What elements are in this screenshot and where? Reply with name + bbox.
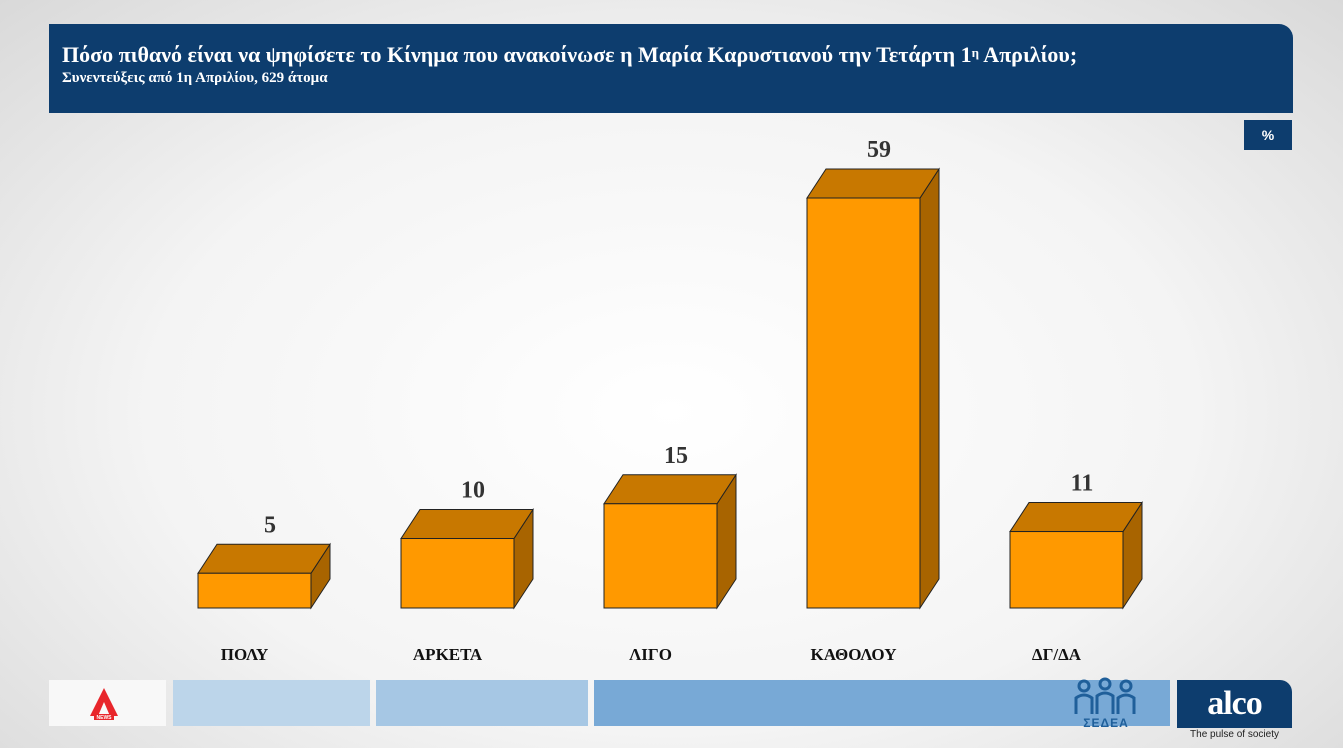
bar-0 [197, 572, 312, 609]
bar-3 [806, 197, 921, 609]
bar-top-3 [806, 168, 940, 199]
alco-tagline: The pulse of society [1190, 729, 1279, 740]
bar-2 [603, 503, 718, 609]
data-label-0: 5 [264, 512, 276, 538]
data-label-1: 10 [461, 478, 485, 504]
category-label-1: ΑΡΚΕΤΑ [413, 645, 483, 664]
bar-top-2 [603, 474, 737, 505]
bar-top-1 [400, 509, 534, 540]
category-label-3: ΚΑΘΟΛΟΥ [811, 645, 897, 664]
alpha-news-logo-icon: NEWS [90, 688, 118, 721]
footer-strip-2 [376, 680, 588, 726]
bar-top-0 [197, 543, 331, 574]
alco-logo: alco [1177, 680, 1292, 728]
bar-4 [1009, 531, 1124, 609]
data-label-4: 11 [1071, 471, 1094, 497]
category-label-2: ΛΙΓΟ [629, 645, 672, 664]
data-label-3: 59 [867, 137, 891, 163]
chart-subtitle: Συνεντεύξεις από 1η Απριλίου, 629 άτομα [62, 70, 328, 86]
data-label-2: 15 [664, 443, 688, 469]
bar-chart: 5 ΠΟΛΥ 10 ΑΡΚΕΤΑ 15 ΛΙΓΟ 59 ΚΑΘΟΛΟΥ 11 ΔΓ/ΔΑ [197, 137, 1143, 664]
chart-title: Πόσο πιθανό είναι να ψηφίσετε το Κίνημα … [62, 42, 1078, 67]
bar-side-3 [919, 167, 940, 610]
sedea-label: ΣΕΔΕΑ [1083, 716, 1129, 730]
category-label-0: ΠΟΛΥ [221, 645, 269, 664]
bar-top-4 [1009, 502, 1143, 533]
svg-text:NEWS: NEWS [97, 715, 113, 721]
category-label-4: ΔΓ/ΔΑ [1032, 645, 1082, 664]
bar-1 [400, 538, 515, 609]
sedea-people-logo-icon [1074, 677, 1136, 714]
footer-strip-3 [594, 680, 1170, 726]
unit-badge: % [1244, 120, 1292, 150]
chart-header: Πόσο πιθανό είναι να ψηφίσετε το Κίνημα … [49, 24, 1293, 113]
footer-strip-1 [173, 680, 370, 726]
